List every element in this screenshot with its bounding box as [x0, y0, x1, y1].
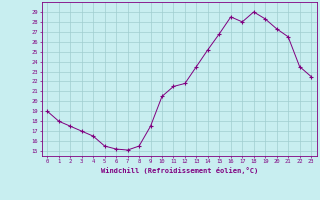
X-axis label: Windchill (Refroidissement éolien,°C): Windchill (Refroidissement éolien,°C) [100, 167, 258, 174]
